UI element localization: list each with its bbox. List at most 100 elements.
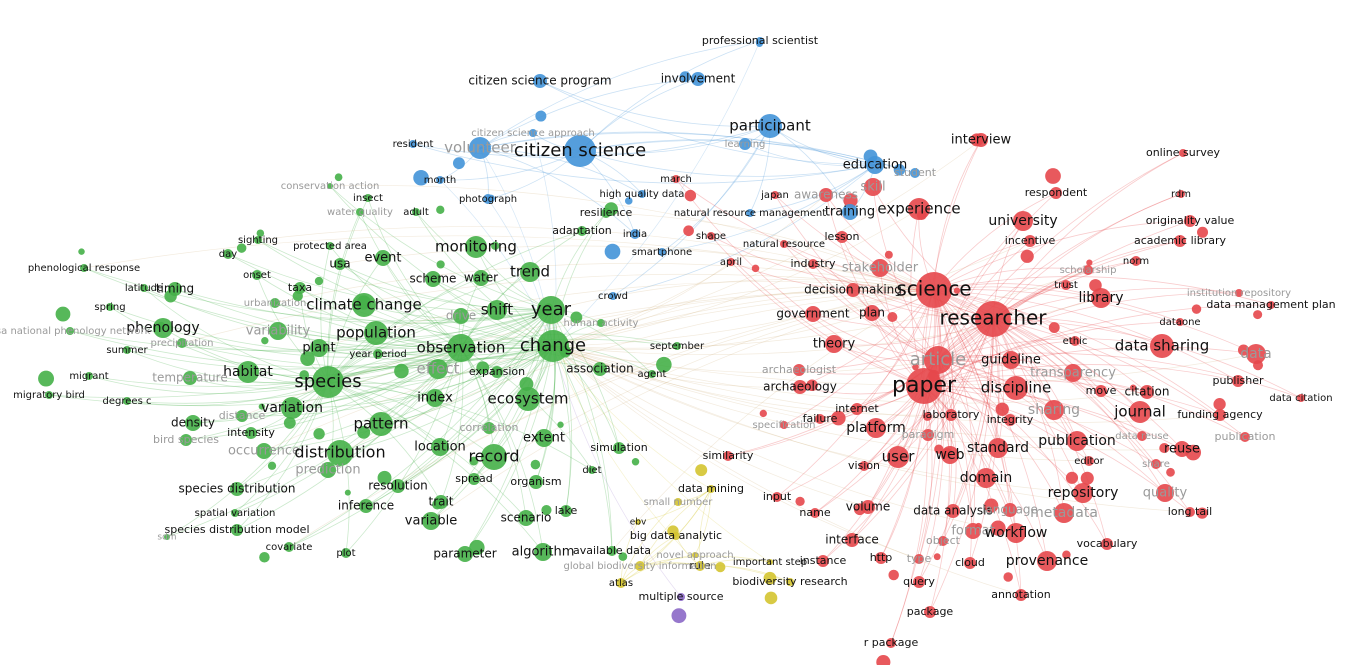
node: [80, 264, 88, 272]
minor-node: [764, 591, 778, 605]
node-label: high quality data: [600, 189, 685, 200]
link: [479, 147, 643, 195]
node-label: data: [1240, 346, 1272, 362]
node: [965, 523, 981, 539]
minor-node: [530, 459, 541, 470]
node: [359, 499, 373, 513]
link: [937, 352, 1302, 399]
minor-node: [683, 225, 694, 237]
link: [552, 345, 613, 552]
node: [906, 368, 942, 404]
node: [1070, 336, 1080, 346]
link: [933, 289, 1191, 513]
node-label: shape: [696, 231, 726, 242]
node-label: student: [894, 166, 937, 179]
link: [985, 318, 1000, 479]
link: [181, 273, 935, 344]
link: [890, 289, 940, 644]
node-label: taxa: [288, 281, 312, 294]
link: [923, 379, 1221, 416]
link: [937, 152, 1184, 361]
link: [550, 309, 620, 449]
link: [923, 375, 1148, 393]
link: [552, 345, 920, 560]
node-label: crowd: [598, 291, 628, 302]
link: [88, 375, 329, 394]
node-label: simulation: [590, 441, 647, 454]
node: [534, 543, 552, 561]
node-label: adaptation: [552, 224, 612, 237]
link: [933, 289, 1157, 465]
node: [457, 546, 473, 562]
minor-node: [893, 164, 906, 176]
node: [691, 72, 705, 86]
link: [327, 381, 593, 471]
minor-node: [751, 264, 760, 273]
node-label: species distribution model: [164, 523, 309, 536]
link: [992, 193, 1182, 320]
node: [85, 372, 93, 380]
node: [245, 427, 257, 439]
link: [263, 289, 935, 452]
node: [529, 475, 543, 489]
link: [439, 179, 554, 347]
node-label: citation: [1125, 385, 1170, 399]
node-label: ecosystem: [488, 390, 569, 408]
node: [914, 554, 924, 564]
node: [772, 492, 782, 502]
node: [231, 509, 239, 517]
link: [277, 330, 554, 357]
minor-node: [843, 193, 858, 208]
node-label: lake: [555, 504, 578, 517]
node: [236, 410, 248, 422]
link: [933, 283, 1102, 299]
node-label: pattern: [353, 415, 408, 433]
link: [872, 186, 939, 361]
minor-node: [267, 461, 277, 470]
node-label: industry: [790, 257, 836, 270]
link: [192, 381, 329, 424]
minor-node: [995, 402, 1009, 416]
node-label: editor: [1074, 456, 1104, 467]
node-label: sharing: [1028, 402, 1080, 418]
node-label: r package: [864, 636, 919, 649]
link: [539, 80, 876, 166]
node-label: data sharing: [1115, 337, 1209, 355]
link: [430, 289, 935, 522]
minor-node: [357, 425, 371, 439]
node-label: norm: [1123, 256, 1149, 267]
node: [658, 248, 666, 256]
link: [699, 565, 791, 583]
link: [620, 554, 696, 584]
node-label: trait: [428, 495, 453, 509]
link: [579, 139, 876, 166]
node-label: covariate: [266, 542, 313, 553]
node: [185, 415, 201, 431]
link: [841, 236, 994, 320]
node-label: algorithm: [512, 545, 575, 560]
node: [1235, 289, 1243, 297]
link: [552, 240, 1031, 347]
link: [923, 346, 1257, 387]
node-label: package: [907, 605, 954, 618]
node-label: citizen science program: [468, 74, 611, 88]
link: [798, 359, 939, 375]
node: [976, 468, 996, 488]
minor-node: [1003, 572, 1013, 582]
link: [543, 309, 556, 439]
minor-node: [344, 489, 351, 496]
link: [933, 289, 1011, 511]
node-label: platform: [846, 420, 906, 436]
node-label: guideline: [981, 353, 1041, 368]
link: [318, 309, 552, 350]
link: [479, 132, 916, 174]
node: [483, 422, 495, 434]
node-label: originality value: [1146, 214, 1235, 227]
node: [373, 349, 383, 359]
node: [648, 370, 656, 378]
node: [391, 479, 405, 493]
link: [479, 78, 699, 149]
node-label: intensity: [227, 426, 275, 439]
node: [756, 37, 764, 45]
